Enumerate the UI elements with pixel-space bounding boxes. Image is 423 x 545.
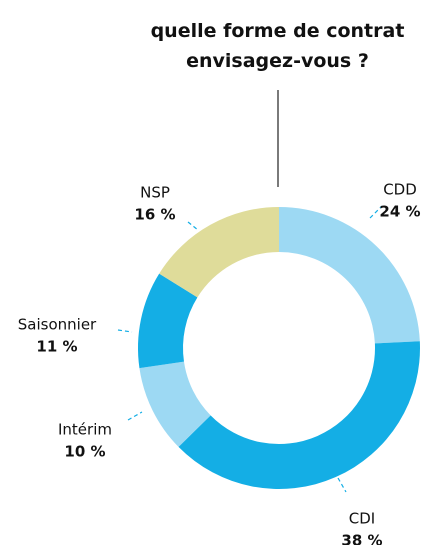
leader-line <box>127 411 143 421</box>
donut-segment <box>138 273 198 369</box>
donut-segment <box>139 361 211 447</box>
category-label: CDD <box>383 181 417 199</box>
category-label: NSP <box>140 184 170 202</box>
value-label: 24 % <box>379 203 420 221</box>
leader-line <box>187 221 199 231</box>
category-label: Intérim <box>58 421 112 439</box>
category-label: CDI <box>349 510 375 528</box>
chart-title: quelle forme de contrat envisagez-vous ? <box>150 20 405 72</box>
donut-segment <box>159 207 279 298</box>
leader-line <box>117 329 133 333</box>
category-label: Saisonnier <box>18 316 97 334</box>
leader-line <box>369 205 383 219</box>
value-label: 16 % <box>134 206 175 224</box>
donut-segment <box>178 341 420 490</box>
donut-segment <box>279 207 420 344</box>
value-label: 38 % <box>341 532 382 545</box>
value-label: 10 % <box>64 443 105 461</box>
leader-line <box>337 477 347 493</box>
value-label: 11 % <box>36 338 77 356</box>
